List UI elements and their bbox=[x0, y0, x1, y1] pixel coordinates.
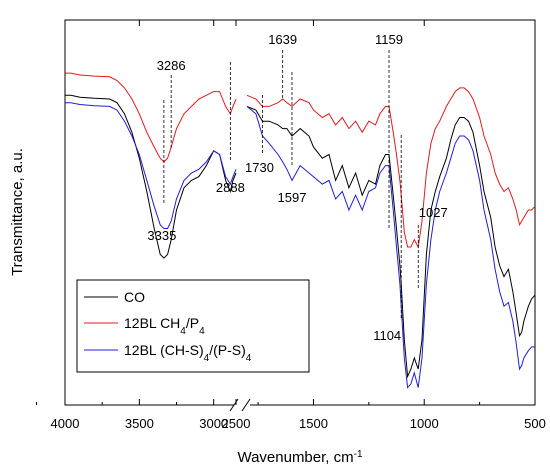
y-axis-title: Transmittance, a.u. bbox=[9, 148, 26, 276]
legend-box bbox=[76, 279, 310, 373]
legend: CO 12BL CH4/P4 12BL (CH-S)4/(P-S)4 bbox=[76, 279, 310, 373]
peak-label-2888: 2888 bbox=[216, 180, 245, 195]
series-line-1-right bbox=[246, 105, 536, 379]
annotations: 3286 3335 2888 1639 1730 1597 1159 1027 1104 bbox=[147, 32, 447, 343]
legend-label-chs4ps4: 12BL (CH-S)4/(P-S)4 bbox=[124, 342, 252, 364]
peak-label-1104: 1104 bbox=[373, 328, 401, 343]
peak-label-1639: 1639 bbox=[268, 32, 297, 47]
x-tick-label-3000: 3000 bbox=[199, 416, 228, 431]
x-tick-label-4000: 4000 bbox=[51, 416, 80, 431]
axis-break bbox=[229, 398, 251, 412]
peak-label-3335: 3335 bbox=[147, 228, 176, 243]
legend-label-ch4p4: 12BL CH4/P4 bbox=[124, 315, 205, 337]
x-tick-label-500: 500 bbox=[524, 416, 546, 431]
peak-label-1730: 1730 bbox=[245, 160, 274, 175]
legend-label-co: CO bbox=[124, 289, 145, 305]
axis-break-slash-2 bbox=[241, 398, 251, 412]
series-line-2-left bbox=[65, 72, 237, 163]
x-tick-label-1000: 1000 bbox=[410, 416, 439, 431]
axis-break-slash-1 bbox=[229, 398, 239, 412]
x-tick-label-2500: 2500 bbox=[222, 416, 251, 431]
peak-label-1159: 1159 bbox=[375, 32, 403, 47]
x-tick-label-1500: 1500 bbox=[299, 416, 328, 431]
peak-label-1027: 1027 bbox=[419, 205, 448, 220]
series-line-3-right bbox=[246, 106, 535, 389]
series-line-2-right bbox=[246, 87, 536, 249]
x-axis-title: Wavenumber, cm-1 bbox=[237, 449, 362, 467]
peak-label-3286: 3286 bbox=[157, 58, 186, 73]
axis-break-gap bbox=[234, 398, 250, 412]
x-tick-label-3500: 3500 bbox=[125, 416, 154, 431]
peak-label-1597: 1597 bbox=[278, 190, 307, 205]
series-line-3-left bbox=[65, 102, 237, 229]
plot-frame bbox=[64, 19, 536, 406]
